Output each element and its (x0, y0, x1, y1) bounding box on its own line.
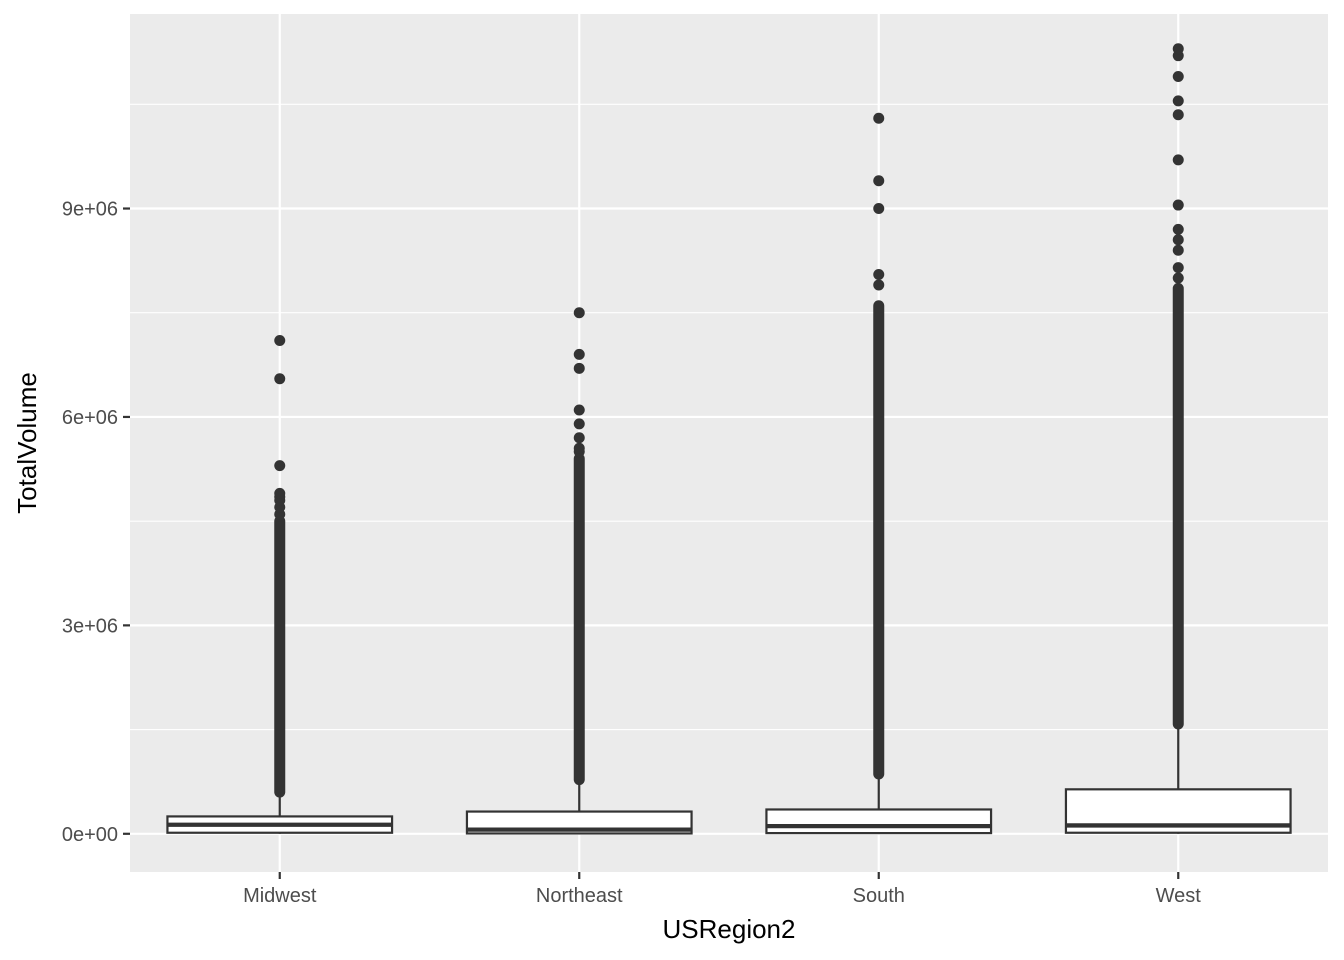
x-axis: Midwest Northeast South West (243, 872, 1201, 907)
y-tick-label: 3e+06 (62, 615, 118, 637)
box-northeast (465, 307, 693, 835)
outlier-point (873, 203, 885, 215)
outlier-point (1172, 43, 1184, 55)
outlier-point (274, 373, 286, 385)
outlier-point (1172, 244, 1184, 256)
outlier-point (274, 487, 286, 499)
outlier-point (873, 279, 885, 291)
outlier-band (573, 453, 585, 786)
x-tick-label: Midwest (243, 885, 317, 907)
minor-gridlines (130, 103, 1328, 731)
outlier-point (1172, 262, 1184, 274)
box-south (765, 112, 993, 835)
outlier-point (573, 348, 585, 360)
y-tick-label: 0e+00 (62, 824, 118, 846)
outlier-point (1172, 109, 1184, 121)
y-axis-title: TotalVolume (12, 372, 42, 514)
outlier-point (1172, 272, 1184, 284)
outlier-point (1172, 199, 1184, 211)
outlier-band (1172, 282, 1184, 730)
outlier-band (274, 515, 286, 798)
box-west (1064, 43, 1292, 834)
x-tick-label: Northeast (536, 885, 623, 907)
outlier-point (1172, 71, 1184, 83)
y-axis: 0e+00 3e+06 6e+06 9e+06 (62, 199, 130, 846)
outlier-point (573, 432, 585, 444)
iqr-box (765, 808, 993, 835)
box-midwest (166, 335, 394, 834)
y-tick-label: 9e+06 (62, 199, 118, 221)
outlier-point (573, 307, 585, 319)
panel-background (130, 14, 1328, 872)
outlier-point (573, 442, 585, 454)
outlier-point (873, 112, 885, 124)
outlier-point (573, 362, 585, 374)
outlier-point (1172, 223, 1184, 235)
x-axis-title: USRegion2 (663, 914, 796, 944)
y-tick-label: 6e+06 (62, 407, 118, 429)
outlier-point (873, 175, 885, 187)
outlier-point (1172, 95, 1184, 107)
outlier-point (573, 418, 585, 430)
outlier-point (1172, 234, 1184, 246)
outlier-point (1172, 154, 1184, 166)
outlier-point (573, 404, 585, 416)
x-tick-label: South (853, 885, 905, 907)
x-tick-label: West (1156, 885, 1202, 907)
box-layer (166, 43, 1292, 835)
outlier-band (873, 300, 885, 780)
outlier-point (274, 460, 286, 472)
outlier-point (873, 269, 885, 281)
outlier-point (274, 335, 286, 347)
